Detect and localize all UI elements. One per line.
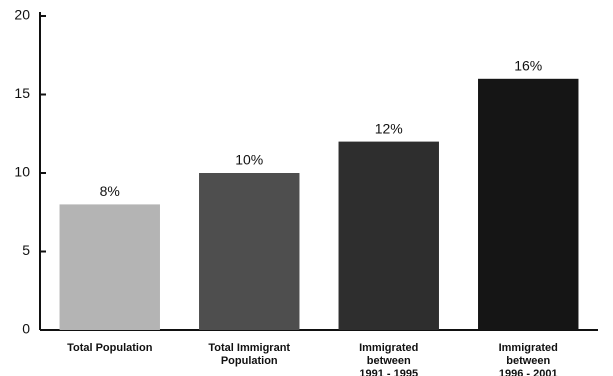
value-label: 10% <box>235 152 263 168</box>
x-tick-label: Population <box>221 355 278 367</box>
x-tick-label: Total Population <box>67 342 153 354</box>
y-tick-label: 5 <box>22 242 30 258</box>
bar <box>59 204 160 330</box>
x-tick-label: 1991 - 1995 <box>359 368 418 376</box>
x-tick-label: between <box>367 355 411 367</box>
bar <box>338 141 439 330</box>
x-tick-label: 1996 - 2001 <box>499 368 558 376</box>
bar <box>199 173 300 330</box>
x-tick-label: Immigrated <box>359 342 418 354</box>
x-tick-label: between <box>506 355 550 367</box>
value-label: 16% <box>514 58 542 74</box>
x-tick-label: Total Immigrant <box>208 342 290 354</box>
y-tick-label: 20 <box>14 7 30 23</box>
y-tick-label: 0 <box>22 321 30 337</box>
y-tick-label: 15 <box>14 85 30 101</box>
x-tick-label: Immigrated <box>499 342 558 354</box>
value-label: 8% <box>100 183 120 199</box>
y-tick-label: 10 <box>14 164 30 180</box>
bar <box>478 78 579 330</box>
value-label: 12% <box>375 120 403 136</box>
